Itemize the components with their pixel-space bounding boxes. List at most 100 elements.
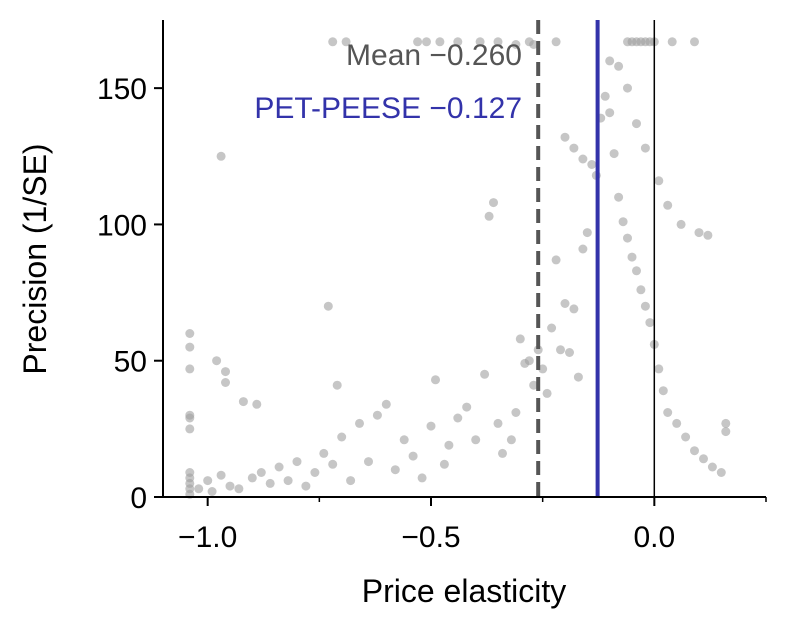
data-point xyxy=(283,476,293,486)
data-point xyxy=(667,37,677,47)
data-point xyxy=(721,427,731,437)
data-point xyxy=(640,143,650,153)
data-point xyxy=(676,219,686,229)
data-point xyxy=(609,149,619,159)
data-point xyxy=(413,37,423,47)
data-point xyxy=(256,468,266,477)
data-point xyxy=(547,323,557,333)
data-point xyxy=(560,299,570,308)
data-point xyxy=(471,435,481,445)
x-tick-label: 0.0 xyxy=(633,521,675,554)
data-point xyxy=(614,192,624,202)
y-tick-label: 50 xyxy=(114,346,147,379)
data-point xyxy=(578,244,588,254)
data-point xyxy=(560,132,570,142)
data-point xyxy=(212,356,222,366)
data-point xyxy=(515,334,525,344)
data-point xyxy=(529,380,539,390)
data-point xyxy=(310,468,320,477)
data-point xyxy=(716,468,726,477)
data-point xyxy=(185,342,195,352)
data-point xyxy=(292,457,302,467)
data-point xyxy=(627,252,637,262)
data-point xyxy=(475,37,485,47)
data-point xyxy=(582,228,592,238)
data-point xyxy=(194,484,204,494)
data-point xyxy=(453,37,463,47)
data-point xyxy=(721,418,731,428)
data-point xyxy=(506,435,516,445)
data-point xyxy=(699,454,708,464)
data-point xyxy=(636,285,646,295)
data-point xyxy=(632,119,641,129)
data-point xyxy=(252,399,262,409)
data-point xyxy=(498,448,507,458)
data-point xyxy=(489,198,498,208)
data-point xyxy=(511,408,521,417)
data-point xyxy=(672,418,682,428)
data-point xyxy=(529,40,539,49)
data-point xyxy=(453,413,463,423)
annotation-mean: Mean −0.260 xyxy=(346,39,522,72)
data-point xyxy=(623,233,632,243)
data-point xyxy=(203,476,213,486)
data-point xyxy=(480,369,490,379)
y-axis-title: Precision (1/SE) xyxy=(17,143,53,374)
data-point xyxy=(511,40,521,49)
x-tick-label: −1.0 xyxy=(178,521,237,554)
data-point xyxy=(332,380,342,390)
data-point xyxy=(703,230,713,240)
data-point xyxy=(640,301,650,311)
data-point xyxy=(221,367,230,377)
data-point xyxy=(707,462,717,472)
data-point xyxy=(364,457,373,467)
data-point xyxy=(605,56,615,66)
data-point xyxy=(355,418,364,428)
data-point xyxy=(654,364,664,374)
data-point xyxy=(654,176,664,186)
data-point xyxy=(185,329,195,338)
data-point xyxy=(645,318,655,328)
data-point xyxy=(663,200,673,210)
data-point xyxy=(328,459,338,469)
data-point xyxy=(431,375,440,385)
data-point xyxy=(658,386,668,396)
annotation-pet-peese: PET-PEESE −0.127 xyxy=(254,92,522,125)
x-axis-ticks: −1.0 −0.5 0.0 xyxy=(178,497,767,554)
data-point xyxy=(328,37,338,47)
data-point xyxy=(618,217,628,227)
y-axis-ticks: 0 50 100 150 xyxy=(97,73,163,515)
data-point xyxy=(372,410,382,420)
data-point xyxy=(493,418,503,428)
data-point xyxy=(573,372,583,382)
data-point xyxy=(578,154,588,164)
x-axis-title: Price elasticity xyxy=(362,573,567,609)
data-point xyxy=(185,364,195,374)
data-point xyxy=(533,345,543,355)
y-tick-label: 150 xyxy=(97,73,147,106)
x-tick-label: −0.5 xyxy=(401,521,460,554)
data-point xyxy=(462,402,472,412)
data-point xyxy=(185,424,195,434)
y-tick-label: 100 xyxy=(97,209,147,242)
data-point xyxy=(390,465,400,475)
data-point xyxy=(632,266,641,276)
data-point xyxy=(538,364,548,374)
data-point xyxy=(524,356,534,366)
data-point xyxy=(694,228,704,238)
data-point xyxy=(690,446,699,456)
data-point xyxy=(417,473,427,483)
data-point xyxy=(565,348,574,357)
data-point xyxy=(337,432,347,442)
data-point xyxy=(238,397,248,407)
data-point xyxy=(185,413,195,423)
data-point xyxy=(551,255,561,265)
data-point xyxy=(551,37,561,47)
data-point xyxy=(605,108,615,118)
y-tick-label: 0 xyxy=(130,482,147,515)
data-point xyxy=(569,143,579,153)
data-point xyxy=(690,37,699,47)
data-point xyxy=(623,83,632,93)
data-point xyxy=(587,160,597,169)
